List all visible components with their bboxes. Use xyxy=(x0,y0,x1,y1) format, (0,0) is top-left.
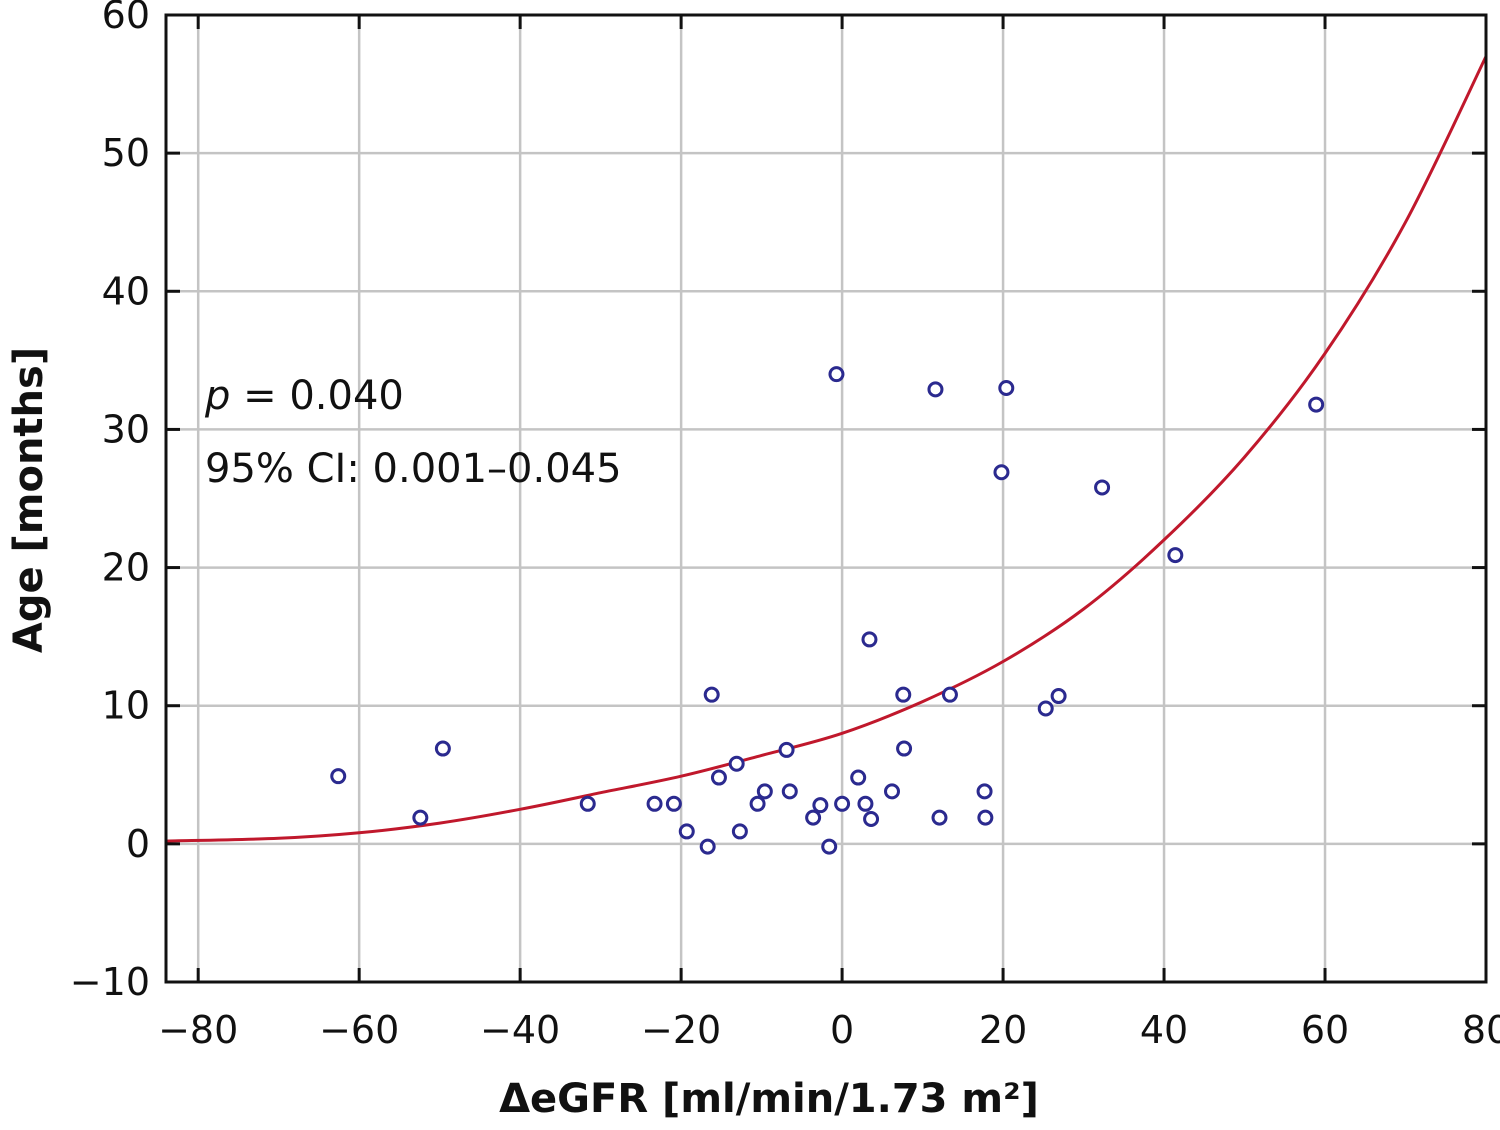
x-tick-label: 60 xyxy=(1301,1008,1349,1052)
data-point xyxy=(805,809,822,826)
data-point xyxy=(834,795,851,812)
data-point xyxy=(330,768,347,785)
y-tick-label: 60 xyxy=(102,0,150,37)
p-value: = 0.040 xyxy=(230,373,403,419)
data-point xyxy=(1094,479,1111,496)
data-point xyxy=(857,795,874,812)
x-tick-label: 80 xyxy=(1462,1008,1500,1052)
x-tick-label: 40 xyxy=(1140,1008,1188,1052)
data-point xyxy=(1308,396,1325,413)
exponential-fit-curve xyxy=(165,55,1488,843)
x-tick-labels: −80 −60 −40 −20 0 20 40 60 80 xyxy=(158,1008,1500,1052)
data-point xyxy=(863,810,880,827)
data-point xyxy=(646,795,663,812)
p-value-annotation: p = 0.040 xyxy=(204,373,404,419)
data-point xyxy=(1050,688,1067,705)
plot-frame xyxy=(164,13,1488,984)
data-point xyxy=(1037,700,1054,717)
data-point xyxy=(931,809,948,826)
data-point xyxy=(998,379,1015,396)
data-point xyxy=(828,366,845,383)
data-point xyxy=(678,823,695,840)
data-point xyxy=(927,381,944,398)
y-tick-label: 30 xyxy=(102,407,150,451)
data-point xyxy=(850,769,867,786)
x-tick-label: −80 xyxy=(158,1008,238,1052)
y-tick-label: 20 xyxy=(102,546,150,590)
data-point xyxy=(710,769,727,786)
x-tick-label: −20 xyxy=(641,1008,721,1052)
data-points xyxy=(330,366,1325,855)
data-point xyxy=(1167,547,1184,564)
y-tick-label: −10 xyxy=(70,960,150,1004)
x-tick-label: 20 xyxy=(979,1008,1027,1052)
data-point xyxy=(884,783,900,800)
x-tick-label: −60 xyxy=(319,1008,399,1052)
data-point xyxy=(895,686,912,703)
fit-curve-layer xyxy=(165,55,1488,843)
data-point xyxy=(781,783,798,800)
y-tick-labels: −10 0 10 20 30 40 50 60 xyxy=(70,0,150,1004)
data-point xyxy=(896,740,913,757)
data-point xyxy=(703,686,720,703)
data-point xyxy=(412,809,429,826)
x-tick-label: 0 xyxy=(830,1008,854,1052)
data-point xyxy=(728,755,745,772)
y-tick-label: 50 xyxy=(102,131,150,175)
data-point xyxy=(665,795,682,812)
x-tick-label: −40 xyxy=(480,1008,560,1052)
p-symbol: p xyxy=(204,373,230,419)
ci-annotation: 95% CI: 0.001–0.045 xyxy=(205,446,622,492)
data-point xyxy=(976,783,993,800)
data-point xyxy=(778,741,795,758)
y-axis-title: Age [months] xyxy=(6,347,52,653)
grid-lines xyxy=(166,15,1486,982)
data-point xyxy=(699,838,716,855)
data-point xyxy=(749,795,766,812)
data-point xyxy=(756,783,773,800)
y-tick-label: 0 xyxy=(126,822,150,866)
data-point xyxy=(579,795,596,812)
tick-marks xyxy=(166,13,1488,984)
data-point xyxy=(812,797,829,814)
data-point xyxy=(434,740,451,757)
data-point xyxy=(731,823,748,840)
y-tick-label: 10 xyxy=(102,684,150,728)
data-point xyxy=(977,809,994,826)
data-point xyxy=(821,838,838,855)
data-point xyxy=(993,464,1010,481)
y-tick-label: 40 xyxy=(102,269,150,313)
data-point xyxy=(941,686,958,703)
data-point xyxy=(861,631,878,648)
x-axis-title: ΔeGFR [ml/min/1.73 m²] xyxy=(499,1076,1039,1122)
